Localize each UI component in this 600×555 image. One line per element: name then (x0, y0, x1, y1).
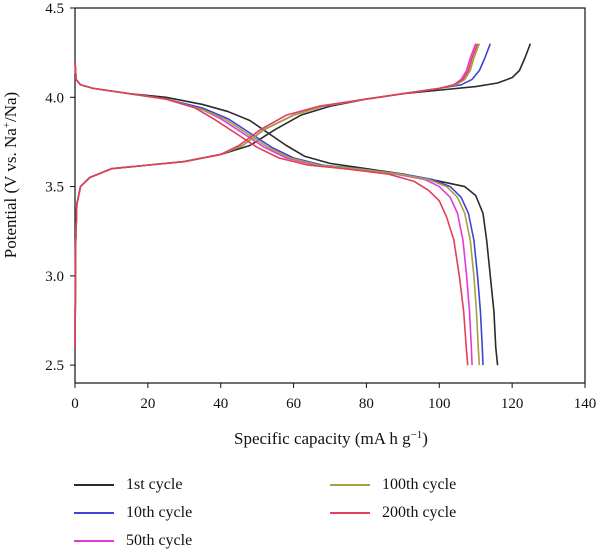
x-tick-label: 60 (286, 396, 301, 412)
y-axis-title-end: /Na) (1, 92, 20, 122)
legend-swatch (74, 484, 114, 486)
x-tick-label: 80 (359, 396, 374, 412)
series-line-charge (74, 43, 481, 348)
y-axis-title-main: Potential (V vs. Na (1, 128, 20, 258)
x-axis-title-main: Specific capacity (mA h g (234, 429, 411, 448)
legend-swatch (74, 512, 114, 514)
series-line-discharge (74, 61, 484, 366)
series-1 (74, 43, 532, 366)
series-line-discharge (74, 61, 481, 366)
legend-label: 1st cycle (126, 476, 183, 493)
x-tick-label: 20 (140, 396, 155, 412)
legend-label: 10th cycle (126, 504, 193, 521)
plot-frame (74, 7, 586, 384)
series-5 (74, 43, 479, 366)
series-layer (74, 43, 532, 366)
series-line-discharge (74, 61, 499, 366)
x-axis-title-end: ) (422, 429, 428, 448)
y-tick-label: 3.5 (45, 180, 64, 196)
series-line-discharge (74, 61, 469, 366)
chart: 0 20 40 60 80 100 120 140 2.5 3.0 3.5 4.0 4.5 Specif… (1, 1, 596, 448)
legend-label: 200th cycle (382, 504, 457, 521)
legend: 1st cycle 10th cycle 50th cycle 100th cycle… (74, 474, 554, 554)
y-tick-label: 4.5 (45, 1, 64, 17)
legend-swatch (330, 484, 370, 486)
axes-layer: 0 20 40 60 80 100 120 140 2.5 3.0 3.5 4.0 4.5 (45, 1, 596, 412)
y-tick-label: 2.5 (45, 358, 64, 374)
x-tick-label: 140 (574, 396, 597, 412)
y-axis-title-sup: + (1, 122, 13, 128)
plot-area (74, 7, 586, 384)
legend-item: 1st cycle (74, 474, 182, 496)
y-tick-label: 3.0 (45, 269, 64, 285)
legend-label: 50th cycle (126, 532, 193, 549)
legend-item: 10th cycle (74, 502, 192, 524)
y-tick-label: 4.0 (45, 90, 64, 106)
x-axis-title-sup: −1 (411, 429, 423, 441)
x-axis-title: Specific capacity (mA h g−1) (234, 429, 428, 448)
x-tick-label: 40 (213, 396, 228, 412)
series-line-charge (74, 43, 479, 348)
legend-swatch (74, 540, 114, 542)
legend-item: 200th cycle (330, 502, 456, 524)
x-tick-label: 120 (501, 396, 524, 412)
legend-label: 100th cycle (382, 476, 457, 493)
x-tick-label: 0 (71, 396, 79, 412)
y-axis-title: Potential (V vs. Na+/Na) (1, 92, 20, 258)
x-tick-label: 100 (428, 396, 451, 412)
legend-item: 100th cycle (330, 474, 456, 496)
legend-item: 50th cycle (74, 530, 192, 552)
legend-swatch (330, 512, 370, 514)
series-line-charge (74, 43, 477, 348)
series-line-discharge (74, 61, 473, 366)
